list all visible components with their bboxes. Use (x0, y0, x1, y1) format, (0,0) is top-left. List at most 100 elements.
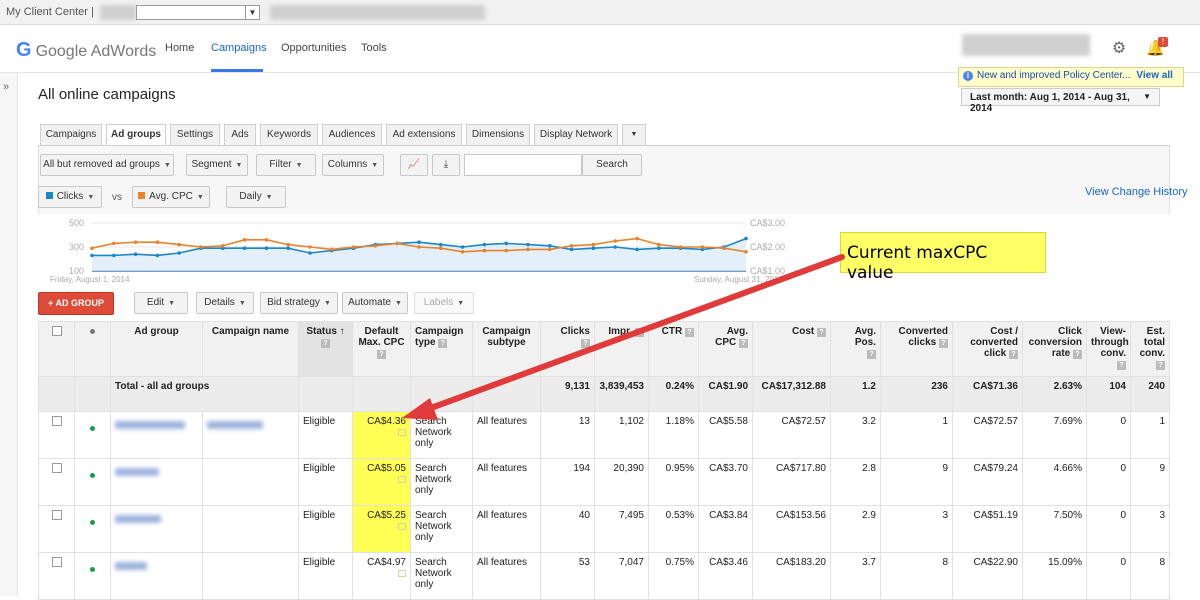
max-cpc-cell[interactable]: CA$5.05 (352, 458, 411, 506)
download-button[interactable]: ⤓ (432, 154, 460, 176)
tab-campaigns[interactable]: Campaigns (40, 124, 102, 145)
ad-group-filter-label: All but removed ad groups (43, 159, 160, 170)
cost-cell: CA$153.56 (752, 505, 831, 553)
metric2-dropdown[interactable]: Avg. CPC ▼ (132, 186, 210, 208)
chart-toggle-button[interactable]: 📈 (400, 154, 428, 176)
col-ctr[interactable]: CTR ? (648, 321, 699, 377)
enabled-status-dot-icon[interactable] (90, 473, 95, 478)
search-button[interactable]: Search (582, 154, 642, 176)
help-icon[interactable]: ? (1117, 361, 1126, 370)
help-icon[interactable]: ? (1156, 361, 1165, 370)
adwords-logo[interactable]: G Google AdWords (16, 39, 156, 62)
nav-campaigns[interactable]: Campaigns (211, 42, 267, 54)
view-change-history-link[interactable]: View Change History (1085, 186, 1188, 198)
row-checkbox[interactable] (51, 463, 62, 473)
search-input[interactable] (464, 154, 582, 176)
enabled-status-dot-icon[interactable] (90, 426, 95, 431)
ad-group-filter-dropdown[interactable]: All but removed ad groups ▼ (40, 154, 174, 176)
col-impressions[interactable]: Impr. ? (594, 321, 649, 377)
tabs-more-dropdown[interactable]: ▼ (622, 124, 646, 145)
col-cost[interactable]: Cost ? (752, 321, 831, 377)
campaign-link-redacted[interactable] (207, 421, 263, 429)
col-avg-pos[interactable]: Avg. Pos.? (830, 321, 881, 377)
tab-ad-extensions[interactable]: Ad extensions (386, 124, 462, 145)
select-all-checkbox[interactable] (51, 326, 62, 336)
help-icon[interactable]: ? (1073, 350, 1082, 359)
cost-cell: CA$717.80 (752, 458, 831, 506)
col-ad-group[interactable]: Ad group (110, 321, 203, 377)
help-icon[interactable]: ? (438, 339, 448, 348)
row-checkbox[interactable] (51, 557, 62, 567)
help-icon[interactable]: ? (635, 328, 644, 337)
help-icon[interactable]: ? (1009, 350, 1018, 359)
help-icon[interactable]: ? (867, 350, 876, 359)
metric1-dropdown[interactable]: Clicks ▼ (38, 186, 102, 208)
nav-home[interactable]: Home (165, 42, 195, 54)
col-converted-clicks[interactable]: Converted clicks ? (880, 321, 953, 377)
user-account-redacted[interactable] (962, 34, 1090, 56)
col-campaign-name[interactable]: Campaign name (202, 321, 299, 377)
nav-opportunities[interactable]: Opportunities (281, 42, 347, 54)
account-selector[interactable]: ▼ (136, 5, 260, 20)
tab-dimensions[interactable]: Dimensions (466, 124, 530, 145)
col-view-through-conv[interactable]: View-through conv. ? (1086, 321, 1131, 377)
add-ad-group-button[interactable]: + AD GROUP (38, 292, 114, 315)
labels-button[interactable]: Labels ▼ (414, 292, 474, 314)
bid-edit-icon[interactable] (398, 523, 406, 530)
filter-button[interactable]: Filter ▼ (256, 154, 316, 176)
ad-group-link-redacted[interactable] (115, 468, 159, 476)
col-est-total-conv[interactable]: Est. total conv. ? (1130, 321, 1170, 377)
clicks-cell: 13 (540, 411, 595, 459)
bid-edit-icon[interactable] (398, 476, 406, 483)
nav-tools[interactable]: Tools (361, 42, 387, 54)
max-cpc-cell[interactable]: CA$4.97 (352, 552, 411, 600)
tab-ads[interactable]: Ads (224, 124, 256, 145)
help-icon[interactable]: ? (581, 339, 590, 348)
ad-group-link-redacted[interactable] (115, 562, 147, 570)
view-all-link[interactable]: View all (1136, 70, 1173, 81)
tab-audiences[interactable]: Audiences (322, 124, 382, 145)
columns-button[interactable]: Columns ▼ (322, 154, 384, 176)
ad-groups-table: Ad group Campaign name Status ↑? Default… (38, 321, 1170, 600)
details-button[interactable]: Details ▼ (196, 292, 254, 314)
help-icon[interactable]: ? (939, 339, 948, 348)
tab-keywords[interactable]: Keywords (260, 124, 318, 145)
ad-group-link-redacted[interactable] (115, 421, 185, 429)
col-default-max-cpc[interactable]: Default Max. CPC? (352, 321, 411, 377)
col-avg-cpc[interactable]: Avg. CPC ? (698, 321, 753, 377)
help-icon[interactable]: ? (685, 328, 694, 337)
max-cpc-cell[interactable]: CA$5.25 (352, 505, 411, 553)
enabled-status-dot-icon[interactable] (90, 520, 95, 525)
enabled-status-dot-icon[interactable] (90, 567, 95, 572)
segment-button[interactable]: Segment ▼ (186, 154, 248, 176)
bid-edit-icon[interactable] (398, 429, 406, 436)
max-cpc-cell[interactable]: CA$4.36 (352, 411, 411, 459)
col-campaign-subtype[interactable]: Campaign subtype (472, 321, 541, 377)
tab-settings[interactable]: Settings (170, 124, 220, 145)
help-icon[interactable]: ? (739, 339, 748, 348)
row-checkbox[interactable] (51, 510, 62, 520)
ad-group-link-redacted[interactable] (115, 515, 161, 523)
tab-ad-groups[interactable]: Ad groups (106, 124, 166, 146)
bid-edit-icon[interactable] (398, 570, 406, 577)
col-status[interactable]: Status ↑? (298, 321, 353, 377)
help-icon[interactable]: ? (377, 350, 386, 359)
gear-icon[interactable]: ⚙ (1111, 40, 1127, 57)
bid-strategy-button[interactable]: Bid strategy ▼ (260, 292, 338, 314)
col-campaign-type[interactable]: Campaign type ? (410, 321, 473, 377)
col-cost-per-converted-click[interactable]: Cost / converted click ? (952, 321, 1023, 377)
edit-button[interactable]: Edit ▼ (134, 292, 188, 314)
help-icon[interactable]: ? (817, 328, 826, 337)
clicks-point (548, 244, 552, 248)
col-click-conversion-rate[interactable]: Click conversion rate ? (1022, 321, 1087, 377)
col-clicks[interactable]: Clicks? (540, 321, 595, 377)
automate-button[interactable]: Automate ▼ (342, 292, 408, 314)
help-icon[interactable]: ? (321, 339, 330, 348)
row-checkbox[interactable] (51, 416, 62, 426)
tab-display-network[interactable]: Display Network (534, 124, 618, 145)
notification-text[interactable]: New and improved Policy Center... (977, 70, 1131, 81)
period-dropdown[interactable]: Daily ▼ (226, 186, 286, 208)
bid-strategy-label: Bid strategy (267, 297, 320, 308)
expand-panel-icon[interactable]: » (3, 81, 10, 93)
date-range-selector[interactable]: Last month: Aug 1, 2014 - Aug 31, 2014 ▼ (961, 88, 1160, 114)
